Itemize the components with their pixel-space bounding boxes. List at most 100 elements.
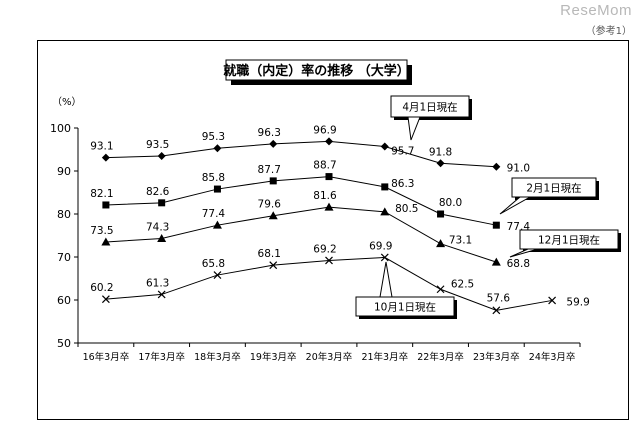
y-tick-label: 90: [57, 165, 71, 178]
marker-diamond: [436, 159, 445, 168]
callout-label: 2月1日現在: [526, 183, 581, 195]
marker-square: [213, 185, 221, 193]
data-label: 61.3: [146, 277, 169, 289]
callout-tail: [379, 261, 393, 298]
reference-note: （参考1）: [585, 26, 632, 37]
legend-callout: 10月1日現在: [355, 261, 457, 319]
chart-frame: [37, 40, 629, 420]
marker-x-stroke: [380, 253, 389, 262]
marker-square: [158, 199, 166, 207]
marker-triangle: [324, 202, 334, 211]
marker-square: [437, 210, 445, 218]
marker-square: [325, 173, 333, 181]
y-tick-label: 70: [57, 251, 71, 264]
data-label: 87.7: [258, 164, 281, 176]
x-tick-label: 22年3月卒: [417, 351, 464, 363]
data-label: 68.8: [507, 258, 530, 270]
data-label: 86.3: [391, 178, 414, 190]
callout-label: 10月1日現在: [374, 302, 436, 314]
y-tick-label: 80: [57, 208, 71, 221]
marker-diamond: [269, 139, 278, 148]
x-tick-label: 16年3月卒: [83, 351, 130, 363]
data-label: 77.4: [202, 208, 226, 220]
x-tick-label: 23年3月卒: [473, 351, 520, 363]
marker-square: [102, 201, 110, 209]
marker-diamond: [157, 151, 166, 160]
series-line: [105, 140, 497, 168]
data-label: 82.1: [90, 188, 113, 200]
marker-x: [325, 256, 333, 265]
marker-x-stroke: [325, 256, 333, 265]
data-label: 80.0: [439, 197, 462, 209]
marker-triangle: [268, 211, 278, 220]
data-label: 68.1: [258, 248, 281, 260]
data-label: 82.6: [146, 186, 170, 198]
axes: 50 60 70 80 90 100 16年3月卒 17年3月卒 18年3月卒 19年3月卒 20年…: [50, 122, 581, 363]
x-tick-label: 20年3月卒: [306, 351, 353, 363]
marker-x: [101, 295, 110, 304]
callout-box: [355, 296, 455, 317]
series-line: [105, 256, 553, 311]
data-label: 85.8: [202, 172, 225, 184]
marker-square: [492, 221, 500, 229]
data-label: 65.8: [202, 258, 225, 270]
marker-x-stroke: [101, 295, 110, 304]
data-label: 91.0: [507, 163, 530, 175]
callout-label: 4月1日現在: [402, 102, 457, 114]
data-label: 88.7: [313, 160, 336, 172]
data-label: 73.5: [90, 225, 113, 237]
marker-x-stroke: [548, 296, 557, 305]
marker-triangle: [157, 234, 167, 243]
legend-callout: 2月1日現在: [499, 177, 599, 215]
marker-diamond: [492, 162, 501, 171]
marker-diamond: [380, 142, 389, 151]
marker-x: [548, 296, 557, 305]
watermark-logo: ReseMom: [560, 2, 632, 19]
marker-x: [157, 290, 166, 299]
markers: [101, 137, 557, 315]
y-axis-label: （%）: [52, 96, 82, 108]
callout-box: [511, 177, 597, 198]
data-label: 79.6: [258, 199, 282, 211]
legend-callouts: 4月1日現在 2月1日現在 12月1日現在 10月1日現在: [355, 95, 621, 319]
marker-triangle: [436, 239, 446, 248]
marker-diamond: [325, 137, 333, 146]
marker-triangle: [491, 257, 501, 266]
data-label: 60.2: [90, 282, 113, 294]
marker-diamond: [101, 153, 110, 162]
chart-title-box: 就職（内定）率の推移 （大学）: [223, 59, 412, 85]
callout-tail: [407, 116, 421, 141]
marker-triangle: [380, 207, 390, 216]
x-tick-label: 24年3月卒: [529, 351, 576, 363]
marker-x-stroke: [157, 290, 166, 299]
marker-square: [381, 183, 389, 191]
data-label: 69.9: [369, 240, 392, 252]
y-tick-label: 60: [57, 294, 71, 307]
data-label: 95.3: [202, 131, 225, 143]
data-label: 73.1: [449, 235, 472, 247]
data-label: 62.5: [451, 278, 474, 290]
x-tick-label: 17年3月卒: [138, 351, 185, 363]
x-tick-label: 18年3月卒: [194, 351, 241, 363]
data-label: 74.3: [146, 222, 169, 234]
series-line: [105, 176, 497, 226]
marker-x: [213, 271, 222, 279]
marker-x: [492, 306, 501, 315]
marker-triangle: [101, 237, 111, 246]
marker-x: [436, 285, 445, 294]
legend-callout: 4月1日現在: [390, 95, 472, 141]
data-labels: 93.1 93.5 95.3 96.3 96.9 95.7 91.8 91.0 82.1 82.6…: [90, 124, 590, 308]
y-tick-label: 50: [57, 337, 71, 350]
data-label: 57.6: [487, 292, 511, 304]
data-label: 69.2: [313, 243, 336, 255]
data-label: 93.1: [90, 141, 113, 153]
data-label: 59.9: [566, 296, 589, 308]
callout-label: 12月1日現在: [538, 235, 600, 247]
marker-square: [269, 177, 277, 185]
marker-x: [269, 261, 278, 270]
data-label: 93.5: [146, 139, 169, 151]
marker-diamond: [213, 144, 222, 153]
x-tick-label: 21年3月卒: [361, 351, 408, 363]
data-label: 81.6: [313, 190, 337, 202]
